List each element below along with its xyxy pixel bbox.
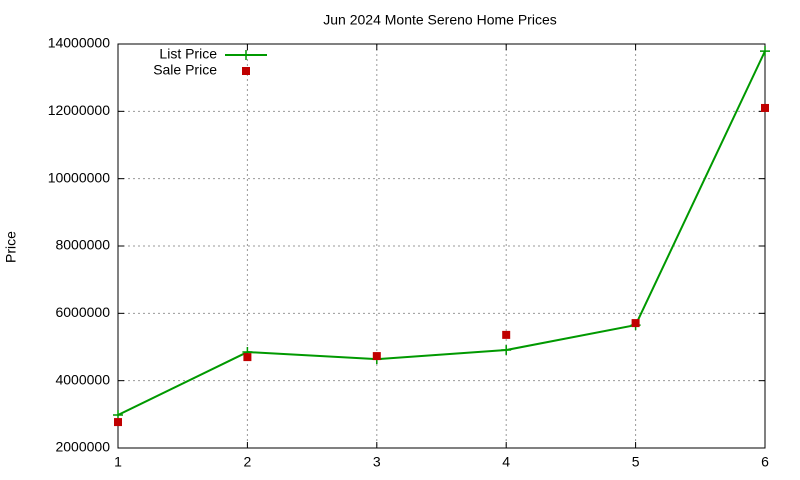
chart-title: Jun 2024 Monte Sereno Home Prices bbox=[323, 12, 556, 28]
point bbox=[372, 352, 381, 361]
x-tick-label: 6 bbox=[761, 454, 769, 470]
y-tick-label: 14000000 bbox=[48, 35, 111, 51]
legend-label: List Price bbox=[159, 46, 217, 62]
point bbox=[631, 319, 640, 328]
point bbox=[760, 46, 770, 57]
x-tick-label: 5 bbox=[632, 454, 640, 470]
plot-border bbox=[117, 43, 766, 449]
legend-marker bbox=[241, 50, 251, 60]
x-tick-label: 3 bbox=[373, 454, 381, 470]
y-tick-label: 8000000 bbox=[55, 237, 110, 253]
y-axis-label: Price bbox=[3, 231, 19, 263]
y-tick-label: 4000000 bbox=[55, 371, 110, 387]
y-tick-label: 6000000 bbox=[55, 304, 110, 320]
x-tick-label: 1 bbox=[114, 454, 122, 470]
series-line bbox=[117, 50, 766, 416]
y-tick-label: 2000000 bbox=[55, 439, 110, 455]
y-tick-label: 12000000 bbox=[48, 102, 111, 118]
x-tick-label: 4 bbox=[502, 454, 510, 470]
point bbox=[761, 103, 769, 112]
legend-label: Sale Price bbox=[153, 62, 217, 78]
x-tick-label: 2 bbox=[244, 454, 252, 470]
point bbox=[243, 353, 252, 362]
point bbox=[502, 330, 511, 339]
point bbox=[501, 345, 512, 356]
y-tick-label: 10000000 bbox=[48, 169, 111, 185]
legend-marker bbox=[242, 67, 250, 75]
point bbox=[114, 418, 122, 427]
